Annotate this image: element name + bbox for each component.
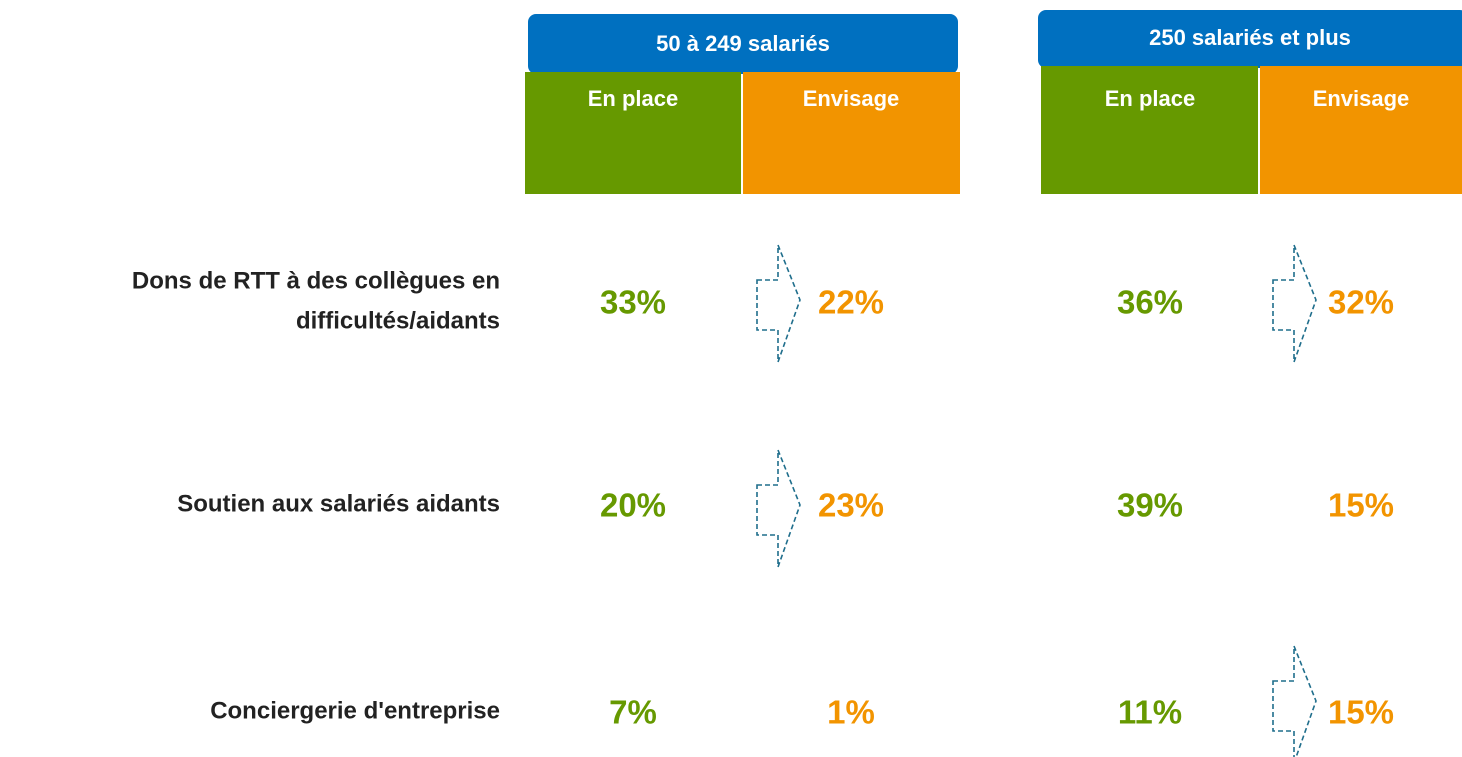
value: 33% — [600, 284, 666, 321]
row-label: Dons de RTT à des collègues en — [132, 267, 500, 294]
value: 1% — [827, 694, 875, 731]
value: 39% — [1117, 487, 1183, 524]
column-title: En place — [588, 86, 678, 111]
arrow — [1272, 244, 1317, 363]
column-header-bg — [743, 72, 960, 194]
value: 22% — [818, 284, 884, 321]
arrow — [756, 449, 801, 568]
group-title: 250 salariés et plus — [1149, 25, 1351, 50]
group-title: 50 à 249 salariés — [656, 31, 830, 56]
row-label: Conciergerie d'entreprise — [210, 697, 500, 724]
value: 11% — [1118, 694, 1182, 731]
value: 7% — [609, 694, 657, 731]
column-header-bg — [525, 72, 741, 194]
row-label: Soutien aux salariés aidants — [177, 490, 500, 517]
group-header-bg — [1038, 10, 1462, 68]
value: 32% — [1328, 284, 1394, 321]
column-header-bg — [1260, 66, 1462, 194]
column-title: Envisage — [803, 86, 900, 111]
arrow — [756, 244, 801, 363]
value: 36% — [1117, 284, 1183, 321]
value: 23% — [818, 487, 884, 524]
arrow — [1272, 645, 1317, 757]
value: 15% — [1328, 487, 1394, 524]
group-header-bg — [528, 14, 958, 74]
column-title: En place — [1105, 86, 1195, 111]
column-title: Envisage — [1313, 86, 1410, 111]
value: 20% — [600, 487, 666, 524]
value: 15% — [1328, 694, 1394, 731]
column-header-bg — [1041, 66, 1258, 194]
row-label: difficultés/aidants — [296, 307, 500, 334]
